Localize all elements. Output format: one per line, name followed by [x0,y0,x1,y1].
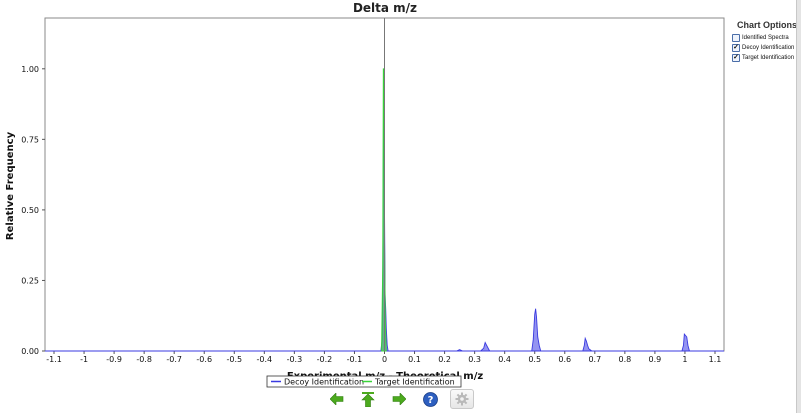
x-tick-label: 0.7 [588,355,601,364]
back-arrow-icon [330,393,344,405]
svg-text:?: ? [427,395,433,406]
x-tick-label: -1 [80,355,88,364]
option-identified-spectra[interactable]: Identified Spectra [732,33,801,42]
chart-options-panel: Chart Options Identified Spectra ✓ Decoy… [732,20,801,63]
x-tick-label: 0.4 [498,355,511,364]
x-tick-label: -0.4 [257,355,273,364]
decoy-identification-label: Decoy Identification [742,44,795,51]
y-tick-label: 0.50 [21,206,39,215]
y-tick-label: 0.00 [21,347,39,356]
up-button[interactable] [357,390,379,408]
y-axis-title: Relative Frequency [5,131,16,240]
x-tick-label: -0.8 [136,355,152,364]
x-tick-label: -1.1 [46,355,62,364]
settings-button[interactable] [450,389,474,409]
x-tick-label: 1 [682,355,687,364]
target-identification-checkbox[interactable]: ✓ [732,53,740,62]
vertical-scrollbar[interactable] [796,0,801,413]
settings-gear-icon [455,392,469,406]
identified-spectra-label: Identified Spectra [742,34,789,41]
chart-title: Delta m/z [353,1,417,15]
chart-legend: Decoy Identification Target Identificatio… [266,375,462,388]
option-decoy-identification[interactable]: ✓ Decoy Identification [732,43,801,52]
help-button[interactable]: ? [419,390,441,408]
x-tick-label: 0.2 [438,355,451,364]
x-tick-label: 0.6 [558,355,571,364]
x-tick-label: 0 [382,355,387,364]
legend-label-decoy: Decoy Identification [284,378,364,387]
x-tick-label: -0.2 [317,355,333,364]
option-target-identification[interactable]: ✓ Target Identification [732,53,801,62]
x-tick-label: 1.1 [709,355,722,364]
x-tick-label: -0.7 [166,355,182,364]
x-tick-label: 0.5 [528,355,541,364]
legend-label-target: Target Identification [374,378,455,387]
navigation-bar: ? [326,389,474,409]
x-tick-label: 0.8 [618,355,631,364]
forward-button[interactable] [388,390,410,408]
plot-area: 0.000.250.500.751.00-1.1 -1 -0.9 -0.8 -0.7 -0… [21,17,725,364]
identified-spectra-checkbox[interactable] [732,33,740,42]
decoy-identification-checkbox[interactable]: ✓ [732,43,740,52]
chart-options-title: Chart Options [737,20,797,30]
x-tick-label: 0.9 [649,355,662,364]
x-tick-label: 0.3 [468,355,481,364]
up-arrow-icon [361,391,375,407]
help-icon: ? [422,391,438,407]
x-tick-label: -0.9 [106,355,122,364]
x-tick-label: -0.1 [347,355,363,364]
back-button[interactable] [326,390,348,408]
y-tick-label: 0.25 [21,276,39,285]
x-tick-label: -0.3 [287,355,303,364]
forward-arrow-icon [392,393,406,405]
x-tick-label: 0.1 [408,355,421,364]
target-identification-label: Target Identification [742,54,795,61]
x-tick-label: -0.6 [196,355,212,364]
y-tick-label: 1.00 [21,65,39,74]
y-tick-label: 0.75 [21,135,39,144]
x-tick-label: -0.5 [226,355,242,364]
